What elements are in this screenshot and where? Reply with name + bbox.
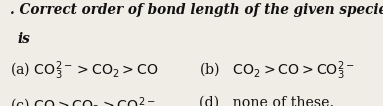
Text: (c) $\mathrm{CO > CO_2 > CO_3^{2-}}$: (c) $\mathrm{CO > CO_2 > CO_3^{2-}}$ xyxy=(10,95,155,106)
Text: (d)   none of these.: (d) none of these. xyxy=(199,95,334,106)
Text: . Correct order of bond length of the given species: . Correct order of bond length of the gi… xyxy=(10,3,383,17)
Text: (b)   $\mathrm{CO_2 > CO > CO_3^{2-}}$: (b) $\mathrm{CO_2 > CO > CO_3^{2-}}$ xyxy=(199,59,355,82)
Text: is: is xyxy=(17,32,30,46)
Text: (a) $\mathrm{CO_3^{2-} > CO_2 > CO}$: (a) $\mathrm{CO_3^{2-} > CO_2 > CO}$ xyxy=(10,59,158,82)
